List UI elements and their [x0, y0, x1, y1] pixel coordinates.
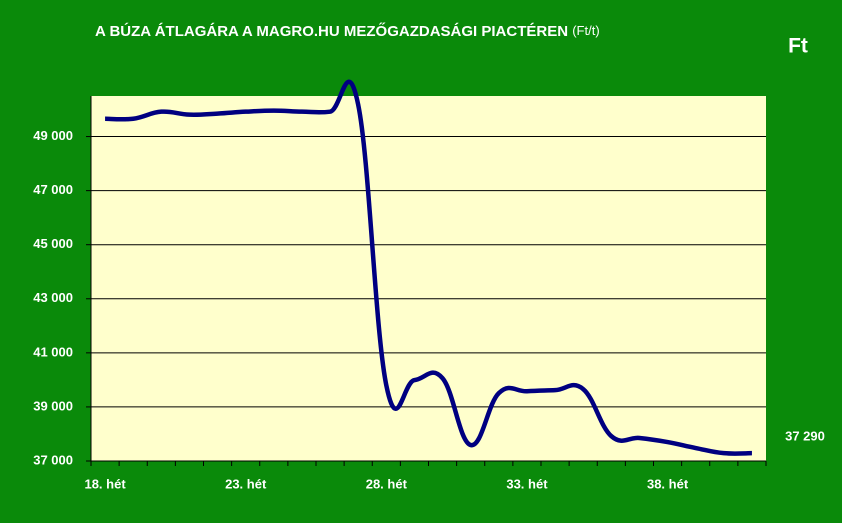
chart-title: A BÚZA ÁTLAGÁRA A MAGRO.HU MEZŐGAZDASÁGI…	[95, 22, 600, 40]
y-tick-label: 47 000	[33, 182, 73, 197]
title-text: A BÚZA ÁTLAGÁRA A MAGRO.HU MEZŐGAZDASÁGI…	[95, 22, 568, 40]
y-tick-label: 41 000	[33, 344, 73, 359]
x-tick-label: 18. hét	[84, 476, 126, 491]
y-axis-unit: Ft	[788, 35, 808, 58]
plot-area	[91, 96, 766, 461]
x-tick-label: 33. hét	[506, 476, 548, 491]
subtitle: (Ft/t)	[572, 23, 599, 38]
x-tick-label: 38. hét	[647, 476, 689, 491]
x-tick-label: 28. hét	[366, 476, 408, 491]
y-tick-label: 39 000	[33, 398, 73, 413]
x-tick-label: 23. hét	[225, 476, 267, 491]
y-tick-label: 45 000	[33, 236, 73, 251]
line	[105, 79, 752, 456]
value-label: 37 290	[785, 428, 825, 443]
y-tick-label: 37 000	[33, 452, 73, 467]
y-tick-label: 43 000	[33, 290, 73, 305]
y-tick-label: 49 000	[33, 128, 73, 143]
